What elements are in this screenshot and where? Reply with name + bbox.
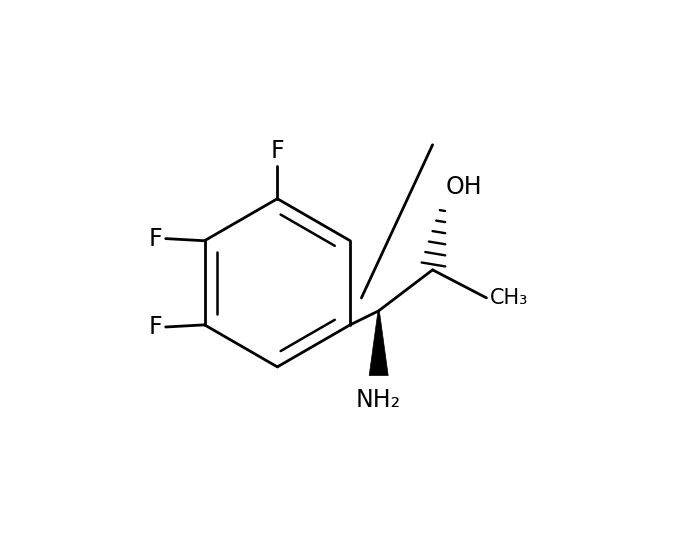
Polygon shape — [369, 311, 388, 376]
Text: F: F — [149, 315, 163, 339]
Text: NH₂: NH₂ — [356, 389, 401, 413]
Text: CH₃: CH₃ — [490, 288, 528, 308]
Text: OH: OH — [445, 175, 482, 199]
Text: F: F — [271, 139, 284, 163]
Text: F: F — [149, 227, 163, 251]
